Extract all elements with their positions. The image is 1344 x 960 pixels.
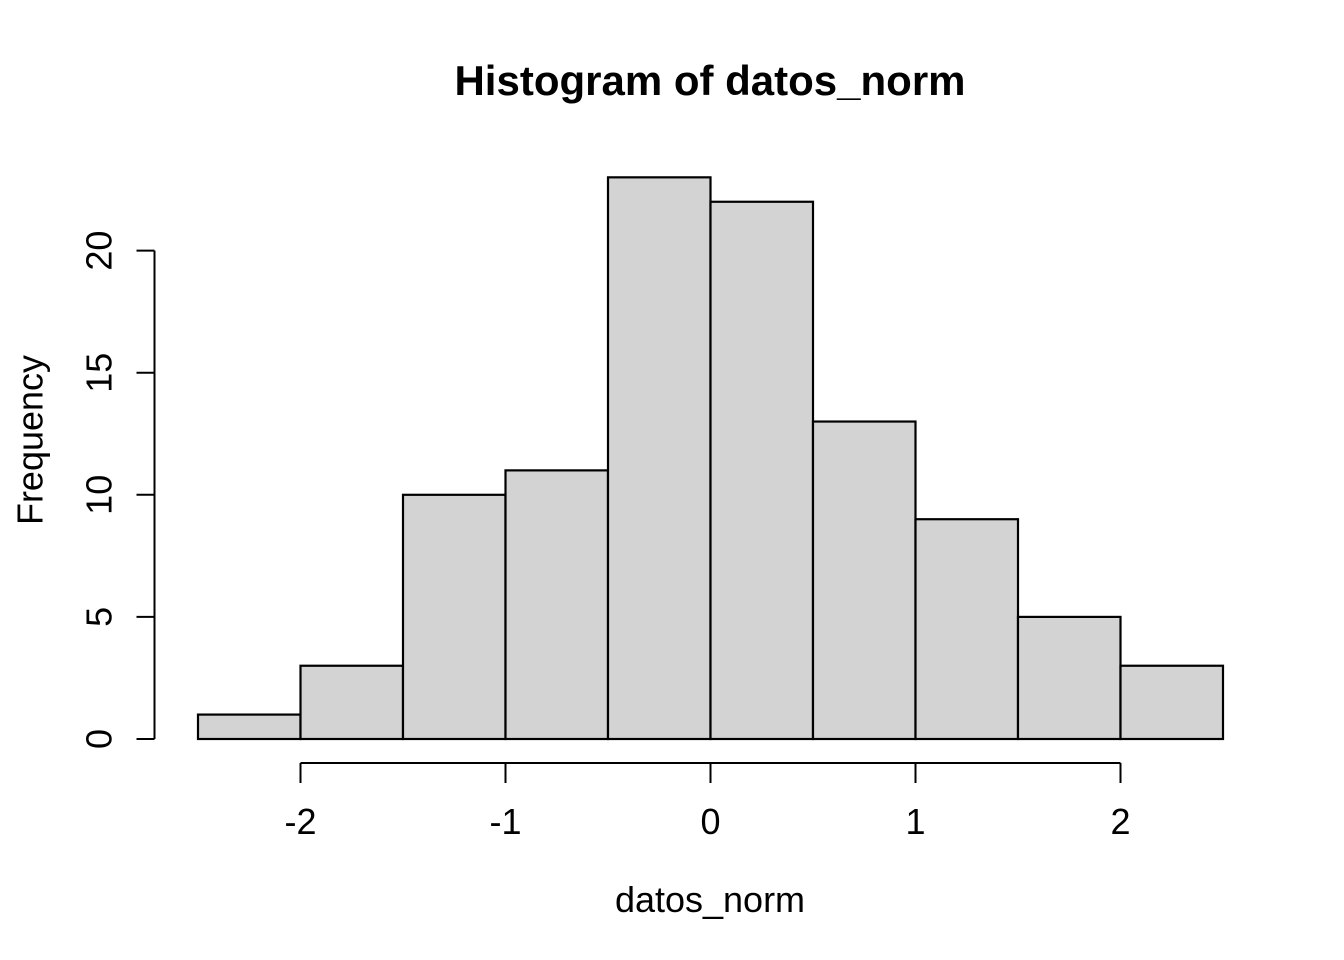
x-axis: -2 -1 0 1 2: [284, 762, 1131, 842]
histogram-bar: [606, 176, 712, 741]
histogram-bar: [299, 664, 405, 741]
histogram-bar: [196, 713, 302, 741]
histogram-bar: [401, 493, 507, 741]
y-axis-label: Frequency: [10, 355, 51, 525]
y-tick-label: 5: [79, 607, 120, 627]
chart-title: Histogram of datos_norm: [454, 57, 965, 104]
histogram-bar: [811, 420, 917, 741]
x-tick-label: -1: [489, 801, 521, 842]
histogram-bar: [1119, 664, 1225, 741]
histogram-bar: [504, 469, 610, 741]
x-axis-label: datos_norm: [615, 879, 805, 920]
y-tick-label: 20: [79, 231, 120, 271]
x-tick-label: -2: [284, 801, 316, 842]
y-tick-label: 0: [79, 729, 120, 749]
y-tick-label: 10: [79, 475, 120, 515]
y-tick-label: 15: [79, 353, 120, 393]
x-tick-label: 0: [700, 801, 720, 842]
histogram-bar: [709, 200, 815, 741]
x-tick-label: 1: [905, 801, 925, 842]
histogram-bar: [914, 518, 1020, 741]
y-axis: 0 5 10 15 20: [79, 231, 156, 749]
histogram-bars: [196, 176, 1225, 741]
x-tick-label: 2: [1110, 801, 1130, 842]
histogram-bar: [1016, 615, 1122, 741]
